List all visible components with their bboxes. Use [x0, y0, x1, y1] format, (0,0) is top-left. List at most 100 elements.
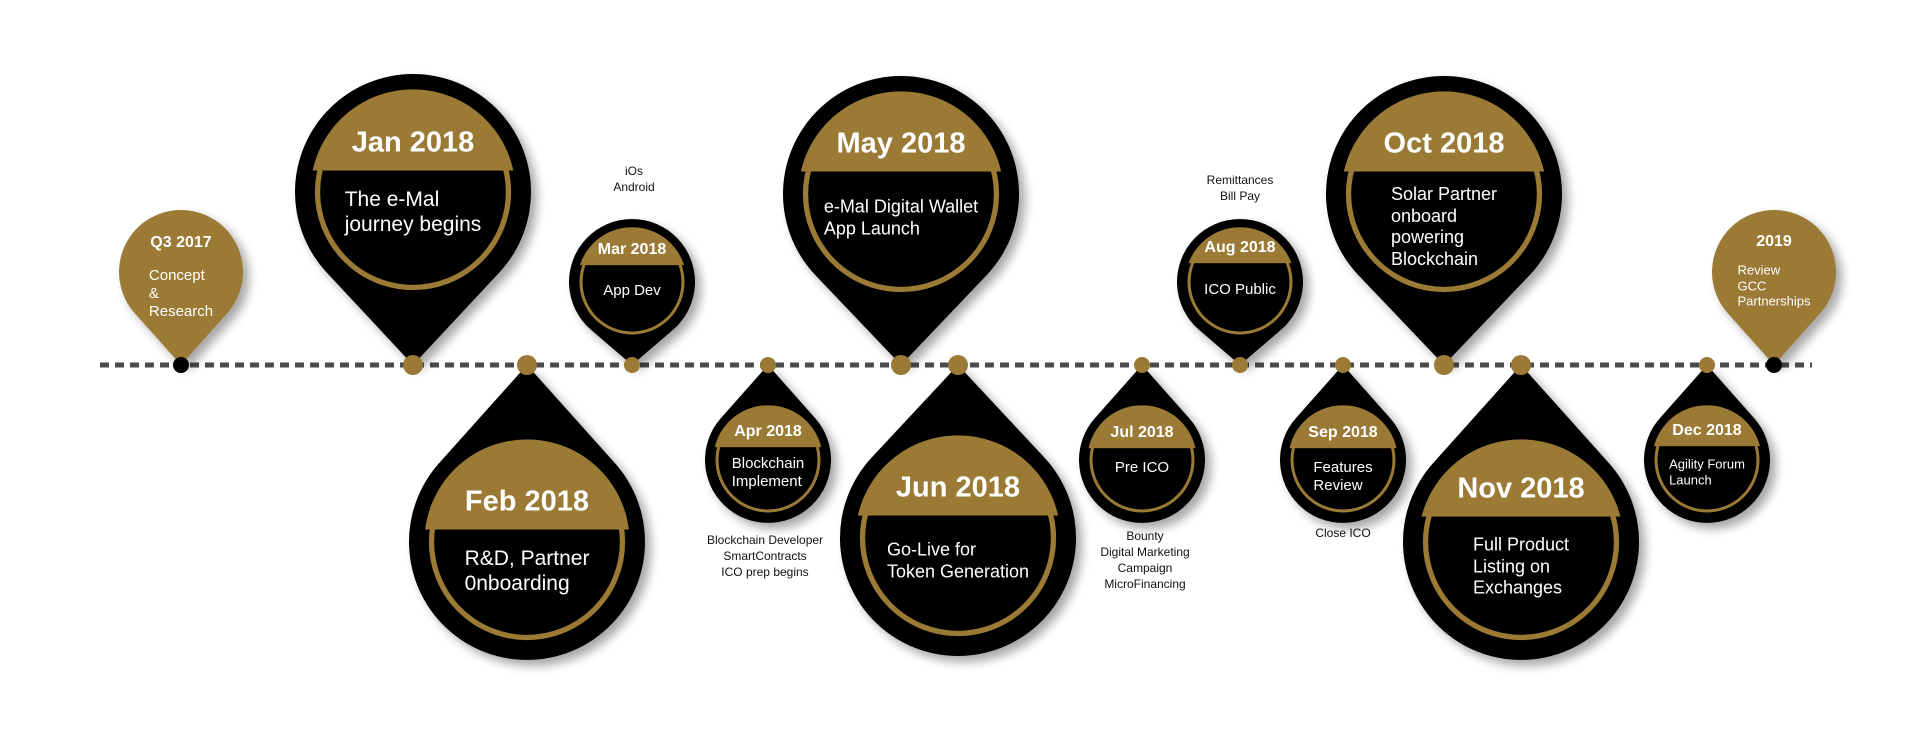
milestone-note: Bounty Digital Marketing Campaign MicroFina… [1100, 528, 1189, 592]
timeline-dot [403, 355, 423, 375]
milestone-title: Aug 2018 [1204, 239, 1276, 256]
milestone-note: Close ICO [1315, 525, 1370, 541]
milestone-description-line: Token Generation [886, 561, 1030, 581]
milestone-description: App Dev [603, 282, 661, 300]
milestone-title: Feb 2018 [464, 485, 590, 518]
timeline-dot [891, 355, 911, 375]
milestone-description-line: & [148, 285, 159, 302]
pin-ring [1422, 443, 1620, 641]
milestone-description-line: Go-Live for [886, 539, 976, 560]
milestone-jun-2018 [840, 365, 1076, 656]
milestone-title: Jan 2018 [351, 126, 475, 159]
milestone-description-line: Launch [1669, 472, 1712, 487]
milestone-description-line: Research [148, 303, 214, 320]
pin-ring [1654, 407, 1760, 513]
milestone-description-line: Listing on [1472, 556, 1551, 577]
milestone-jan-2018 [295, 74, 531, 365]
milestone-title: May 2018 [836, 127, 966, 160]
milestone-jul-2018 [1079, 365, 1205, 523]
milestone-note-line: Bill Pay [1219, 189, 1261, 203]
pin-ring [428, 443, 626, 641]
milestone-note: Remittances Bill Pay [1207, 172, 1274, 204]
timeline-dot [1699, 357, 1715, 373]
milestone-description-line: e-Mal Digital Wallet [823, 196, 979, 217]
milestone-note-line: ICO prep begins [721, 565, 809, 579]
pin-ring [1089, 407, 1195, 513]
milestone-description-line: Review [1313, 477, 1363, 494]
milestone-description-line: R&D, Partner [464, 546, 590, 570]
milestone-description: Blockchain Implement [732, 455, 805, 491]
milestone-note-line: Remittances [1206, 173, 1274, 187]
milestone-description-line: onboard [1390, 205, 1458, 226]
milestone-title: Apr 2018 [734, 423, 802, 440]
milestone-note-line: Android [613, 180, 655, 194]
pin-ring [1187, 229, 1293, 335]
milestone-description-line: powering [1390, 227, 1465, 247]
milestone-note-line: Digital Marketing [1100, 545, 1190, 559]
milestone-note-line: MicroFinancing [1104, 577, 1186, 591]
milestone-description-line: Review [1737, 262, 1781, 278]
milestone-feb-2018 [409, 365, 645, 660]
milestone-description-line: Implement [731, 473, 802, 490]
milestone-description: Agility Forum Launch [1669, 456, 1745, 487]
milestone-description-line: App Dev [603, 282, 661, 299]
milestone-title: Dec 2018 [1672, 422, 1742, 439]
milestone-description-line: Agility Forum [1669, 456, 1745, 472]
milestone-description-line: 0nboarding [464, 572, 570, 595]
milestone-sep-2018 [1280, 365, 1406, 523]
milestone-description-line: Exchanges [1472, 577, 1563, 598]
milestone-description-line: Concept [148, 267, 205, 284]
milestone-note: Blockchain Developer SmartContracts ICO pr… [707, 532, 823, 580]
pin-ring [314, 93, 512, 291]
milestone-description: e-Mal Digital Wallet App Launch [824, 196, 978, 239]
milestone-note-line: Bounty [1126, 529, 1164, 543]
milestone-note: iOs Android [613, 163, 654, 195]
pin-shape [119, 209, 244, 365]
milestone-title: Q3 2017 [150, 234, 212, 251]
timeline-dot [948, 355, 968, 375]
pin-ring [859, 439, 1057, 637]
milestone-description: Features Review [1313, 459, 1372, 495]
milestone-description-line: journey begins [344, 213, 482, 236]
milestone-nov-2018 [1402, 365, 1639, 660]
milestone-note-line: iOs [625, 164, 643, 178]
pin-ring [1290, 407, 1396, 513]
milestone-description-line: Blockchain [731, 455, 805, 472]
timeline-dot [1232, 357, 1248, 373]
milestone-description-line: Solar Partner [1390, 183, 1498, 204]
milestone-description-line: GCC [1737, 278, 1767, 294]
milestone-2019 [1712, 209, 1837, 365]
milestone-note-line: SmartContracts [723, 549, 807, 563]
milestone-description: Solar Partner onboard powering Blockchain [1391, 184, 1497, 270]
timeline-dot [1134, 357, 1150, 373]
pin-shape [1712, 209, 1837, 365]
milestone-title: Nov 2018 [1457, 472, 1585, 505]
pin-ring [802, 95, 1000, 293]
milestone-note-line: Close ICO [1315, 526, 1371, 540]
milestone-description-line: Partnerships [1737, 293, 1811, 309]
timeline-dot [760, 357, 776, 373]
pin-ring [715, 407, 821, 513]
milestone-dec-2018 [1644, 365, 1771, 523]
milestone-oct-2018 [1326, 75, 1562, 365]
milestone-description-line: Blockchain [1390, 248, 1479, 269]
timeline-dot [1511, 355, 1531, 375]
milestone-description: Go-Live for Token Generation [887, 539, 1029, 582]
milestone-aug-2018 [1177, 218, 1303, 365]
milestone-title: 2019 [1756, 233, 1792, 250]
timeline-dot [173, 357, 189, 373]
milestone-may-2018 [783, 75, 1019, 365]
milestone-description-line: ICO Public [1204, 281, 1276, 298]
milestone-description: Concept & Research [149, 267, 213, 321]
milestone-title: Jul 2018 [1110, 424, 1174, 441]
milestone-title: Mar 2018 [597, 241, 667, 258]
milestone-description-line: Full Product [1472, 534, 1570, 555]
timeline-dot [624, 357, 640, 373]
milestone-description-line: Pre ICO [1114, 459, 1170, 476]
milestone-description: The e-Mal journey begins [345, 187, 482, 237]
milestone-description: Review GCC Partnerships [1738, 263, 1811, 310]
milestone-description: Full Product Listing on Exchanges [1473, 535, 1569, 600]
